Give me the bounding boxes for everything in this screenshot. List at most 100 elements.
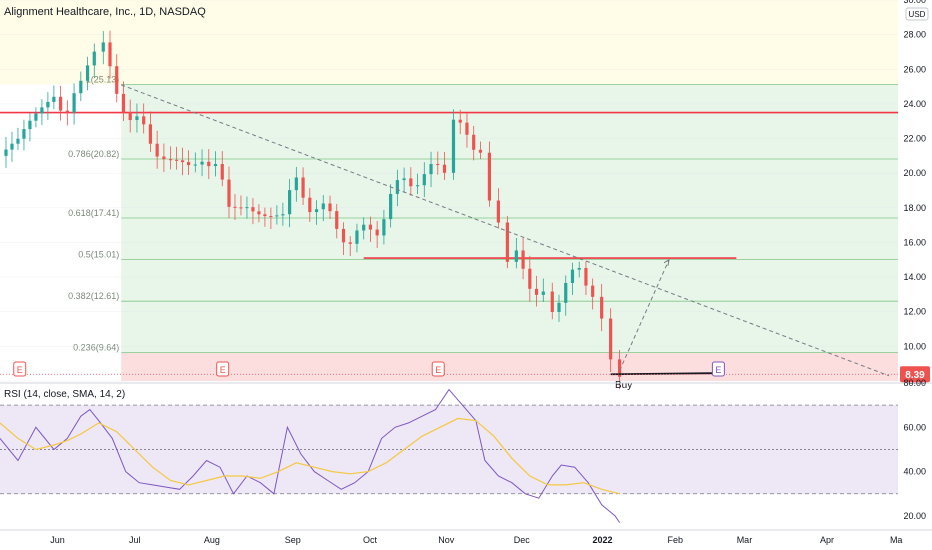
candle-body <box>288 190 292 215</box>
candle-body <box>375 229 379 236</box>
candle-body <box>564 282 568 303</box>
candle-body <box>301 177 305 198</box>
price-tick: 20.00 <box>903 168 926 178</box>
price-tick: 16.00 <box>903 237 926 247</box>
price-tick: 22.00 <box>903 134 926 144</box>
last-price-badge <box>900 366 930 383</box>
candle-body <box>557 302 561 312</box>
candle-body <box>584 267 588 286</box>
candle-body <box>193 164 197 166</box>
time-tick: Jul <box>129 535 141 545</box>
candle-body <box>368 224 373 230</box>
price-tick: 28.00 <box>903 30 926 40</box>
earnings-marker-label: E <box>435 365 441 375</box>
candle-body <box>328 203 332 212</box>
earnings-marker-label: E <box>715 365 721 375</box>
candle-body <box>175 159 179 161</box>
candle-body <box>10 143 14 150</box>
time-tick: Nov <box>438 535 455 545</box>
price-tick: 18.00 <box>903 203 926 213</box>
fib-bg-red <box>121 352 899 381</box>
time-tick: Feb <box>668 535 684 545</box>
fib-bg-green <box>121 84 899 353</box>
candle-body <box>415 185 420 187</box>
candle-body <box>314 209 319 213</box>
earnings-marker-label: E <box>220 365 226 375</box>
candle-body <box>281 214 285 216</box>
price-tick: 24.00 <box>903 99 926 109</box>
price-tick: 12.00 <box>903 307 926 317</box>
fib-label: 0.382(12.61) <box>68 291 119 301</box>
candle-body <box>308 197 312 213</box>
time-tick: Jun <box>50 535 65 545</box>
candle-body <box>65 110 69 113</box>
candle-body <box>341 228 346 243</box>
candle-body <box>200 161 204 165</box>
projection-line <box>619 259 670 371</box>
rsi-ma-line <box>0 417 620 495</box>
fib-label: 0.236(9.64) <box>73 343 119 353</box>
time-tick: 2022 <box>593 535 613 545</box>
candle-body <box>72 93 76 113</box>
price-tick: 30.00 <box>903 0 926 5</box>
candle-body <box>155 143 159 157</box>
candle-body <box>128 112 132 121</box>
candle-body <box>148 124 153 144</box>
candle-body <box>4 149 8 156</box>
earnings-marker <box>13 361 27 377</box>
candle-body <box>52 96 56 102</box>
candle-body <box>135 116 139 121</box>
candle-body <box>395 180 399 194</box>
currency-box <box>905 7 929 21</box>
candle-body <box>92 51 96 66</box>
candle-body <box>496 200 500 223</box>
time-tick: Sep <box>285 535 301 545</box>
candle-body <box>402 178 406 181</box>
candle-body <box>534 288 539 295</box>
candle-body <box>541 291 545 295</box>
candle-body <box>121 93 126 113</box>
candle-body <box>220 164 224 180</box>
fib-label: 0.618(17.41) <box>68 208 119 218</box>
downtrend-line <box>121 84 890 377</box>
candle-body <box>321 203 325 210</box>
candle-body <box>514 250 518 262</box>
candle-body <box>257 211 261 215</box>
rsi-tick: 80.00 <box>903 378 926 388</box>
candle-body <box>101 42 105 52</box>
chart-title: Alignment Healthcare, Inc., 1D, NASDAQ <box>4 6 206 18</box>
candle-body <box>108 42 112 67</box>
projection-arrowhead <box>663 258 670 266</box>
candle-body <box>22 129 26 139</box>
earnings-marker <box>431 361 445 377</box>
time-tick: Apr <box>820 535 834 545</box>
candle-body <box>46 101 50 108</box>
candle-body <box>245 207 249 209</box>
candle-body <box>275 215 279 217</box>
candle-body <box>142 116 146 125</box>
candle-body <box>269 216 273 218</box>
candle-body <box>600 296 604 319</box>
time-tick: Mar <box>737 535 753 545</box>
candle-body <box>162 156 166 160</box>
candle-body <box>472 134 476 150</box>
candle-body <box>263 214 267 217</box>
candle-body <box>429 164 433 175</box>
candle-body <box>478 149 483 153</box>
candle-body <box>180 160 185 163</box>
fib-label: 1(25.13) <box>86 74 120 84</box>
candle-body <box>521 250 525 269</box>
earnings-marker-label: E <box>17 365 23 375</box>
candle-body <box>362 224 366 231</box>
candle-body <box>16 138 20 144</box>
candle-body <box>227 179 231 207</box>
price-tick: 14.00 <box>903 272 926 282</box>
candle-body <box>85 65 90 81</box>
fib-bg-top <box>0 0 898 85</box>
earnings-marker <box>711 361 725 377</box>
last-price-value: 8.39 <box>905 370 925 381</box>
candle-body <box>207 161 211 167</box>
time-tick: Ma <box>890 535 903 545</box>
time-tick: Dec <box>514 535 531 545</box>
rsi-tick: 60.00 <box>903 422 926 432</box>
